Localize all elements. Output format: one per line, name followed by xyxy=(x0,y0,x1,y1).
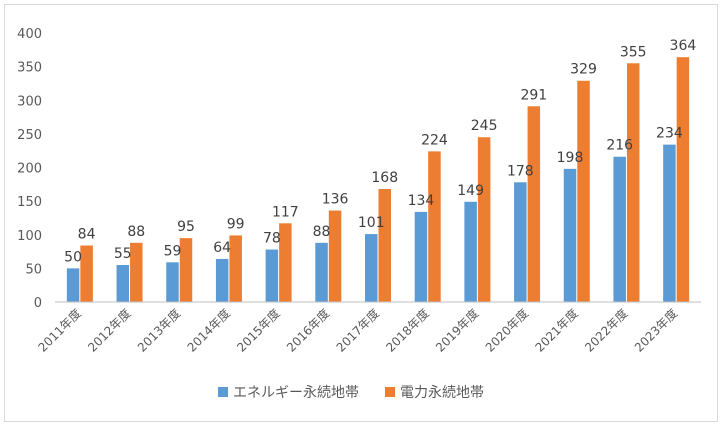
x-tick-label: 2013年度 xyxy=(134,306,183,355)
bar-electricity xyxy=(428,151,441,302)
bars xyxy=(66,57,690,303)
data-label-energy: 101 xyxy=(358,215,385,231)
bar-electricity xyxy=(130,242,143,302)
x-tick-label: 2020年度 xyxy=(482,306,531,355)
x-tick-label: 2016年度 xyxy=(283,306,332,355)
y-tick-label: 150 xyxy=(17,195,42,210)
y-tick-label: 400 xyxy=(17,27,42,42)
data-label-electricity: 88 xyxy=(127,224,145,240)
bar-electricity xyxy=(80,245,93,302)
y-tick-label: 350 xyxy=(17,61,42,76)
bar-electricity xyxy=(378,189,391,302)
bar-electricity xyxy=(328,210,342,302)
data-label-energy: 55 xyxy=(114,246,132,262)
y-tick-label: 250 xyxy=(17,128,42,143)
bar-energy xyxy=(365,234,378,302)
data-label-electricity: 117 xyxy=(272,204,299,220)
y-tick-label: 200 xyxy=(17,162,42,177)
x-tick-label: 2011年度 xyxy=(35,306,84,355)
bar-electricity xyxy=(676,57,690,303)
data-label-electricity: 95 xyxy=(177,219,195,235)
data-label-electricity: 329 xyxy=(570,62,597,78)
bar-energy xyxy=(116,265,130,302)
x-axis: 2011年度 2012年度 2013年度 2014年度 2015年度 2016年度 2017… xyxy=(35,301,701,355)
data-label-electricity: 364 xyxy=(670,38,697,54)
x-tick-label: 2023年度 xyxy=(631,306,680,355)
bar-energy xyxy=(265,249,279,302)
data-label-electricity: 99 xyxy=(227,216,245,232)
legend-label-energy: エネルギー永続地帯 xyxy=(233,384,359,401)
chart-frame: 0 50 100 150 200 250 300 350 400 50 84 55 88 59 95 64 9… xyxy=(4,4,718,422)
y-axis: 0 50 100 150 200 250 300 350 400 xyxy=(17,27,42,311)
bar-electricity xyxy=(527,106,541,303)
bar-energy xyxy=(563,168,577,302)
data-label-energy: 234 xyxy=(656,126,683,142)
bar-energy xyxy=(66,268,80,302)
data-label-electricity: 291 xyxy=(520,87,547,103)
data-label-electricity: 355 xyxy=(620,44,647,60)
data-label-energy: 216 xyxy=(606,138,633,154)
data-label-energy: 59 xyxy=(164,243,182,259)
x-tick-label: 2015年度 xyxy=(234,306,283,355)
data-label-electricity: 136 xyxy=(322,192,349,208)
data-label-energy: 178 xyxy=(507,163,534,179)
bar-electricity xyxy=(577,80,590,302)
y-tick-label: 100 xyxy=(17,229,42,244)
data-label-energy: 78 xyxy=(263,231,281,247)
y-tick-label: 0 xyxy=(34,296,42,311)
bar-energy xyxy=(613,156,626,302)
x-tick-label: 2019年度 xyxy=(432,306,481,355)
data-label-energy: 88 xyxy=(313,224,331,240)
bar-chart: 0 50 100 150 200 250 300 350 400 50 84 55 88 59 95 64 9… xyxy=(17,27,701,401)
data-label-energy: 134 xyxy=(408,193,435,209)
bar-energy xyxy=(166,262,179,302)
y-tick-label: 300 xyxy=(17,94,42,109)
bar-energy xyxy=(414,211,428,302)
data-label-energy: 149 xyxy=(457,183,484,199)
legend-label-electricity: 電力永続地帯 xyxy=(400,384,484,401)
bar-electricity xyxy=(179,238,193,302)
bar-energy xyxy=(464,201,477,302)
data-labels: 50 84 55 88 59 95 64 99 78 117 88 136 101 168 134 224 14… xyxy=(64,38,696,265)
data-label-energy: 50 xyxy=(64,249,82,265)
bar-electricity xyxy=(229,235,242,302)
bar-electricity xyxy=(477,137,491,302)
bar-energy xyxy=(663,144,676,302)
y-tick-label: 50 xyxy=(25,262,42,277)
bar-electricity xyxy=(626,63,640,303)
bar-energy xyxy=(315,242,328,302)
x-tick-label: 2012年度 xyxy=(84,306,133,355)
bar-electricity xyxy=(279,223,292,302)
legend: エネルギー永続地帯 電力永続地帯 xyxy=(218,384,484,401)
x-tick-label: 2018年度 xyxy=(383,306,432,355)
data-label-electricity: 84 xyxy=(78,227,96,243)
data-label-electricity: 245 xyxy=(471,118,498,134)
legend-swatch-electricity xyxy=(385,387,395,397)
x-tick-label: 2017年度 xyxy=(333,306,382,355)
x-tick-label: 2022年度 xyxy=(581,306,630,355)
bar-energy xyxy=(215,258,229,302)
data-label-energy: 64 xyxy=(213,240,231,256)
data-label-electricity: 224 xyxy=(421,132,448,148)
x-tick-label: 2014年度 xyxy=(184,306,233,355)
bar-energy xyxy=(514,182,527,302)
x-tick-label: 2021年度 xyxy=(532,306,581,355)
data-label-energy: 198 xyxy=(557,150,584,166)
data-label-electricity: 168 xyxy=(371,170,398,186)
legend-swatch-energy xyxy=(218,387,228,397)
